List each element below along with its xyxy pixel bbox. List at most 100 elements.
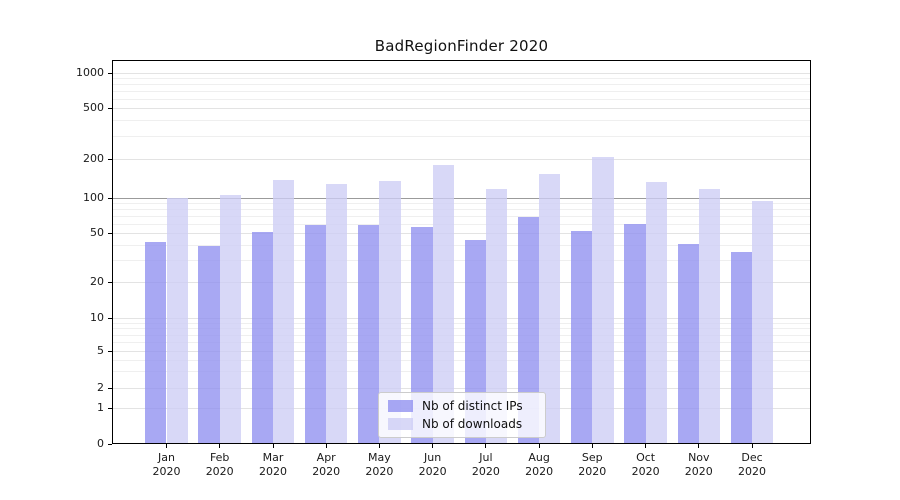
x-tick-oct [645, 444, 647, 448]
x-tick-jul [485, 444, 487, 448]
x-tick-label-month-oct: Oct [636, 451, 656, 464]
legend-label-downloads: Nb of downloads [422, 417, 523, 431]
x-tick-jun [432, 444, 434, 448]
chart-title: BadRegionFinder 2020 [374, 37, 549, 55]
gridline-minor-80 [113, 208, 810, 210]
gridline-major-20 [113, 282, 810, 283]
bar-downloads-feb [219, 194, 241, 443]
gridline-minor-8 [113, 328, 810, 330]
x-tick-label-year-aug: 2020 [525, 465, 554, 478]
gridline-minor-300 [113, 136, 810, 138]
gridline-major-200 [113, 159, 810, 160]
x-tick-label-year-nov: 2020 [684, 465, 713, 478]
bar-distinct-ips-aug [517, 216, 540, 443]
bar-downloads-jul [485, 188, 508, 443]
bar-downloads-aug [539, 173, 561, 443]
x-tick-aug [538, 444, 540, 448]
x-tick-label-month-jun: Jun [424, 451, 442, 464]
gridline-major-2 [113, 387, 810, 389]
x-tick-label-jul: Jul 2020 [458, 451, 514, 479]
x-tick-feb [219, 444, 221, 448]
bar-downloads-may [379, 180, 401, 443]
gridline-minor-30 [113, 260, 810, 262]
y-tick-10 [108, 317, 112, 319]
y-tick-200 [108, 159, 112, 160]
bar-downloads-sep [592, 157, 614, 443]
y-tick-2 [108, 387, 112, 389]
gridline-minor-60 [113, 223, 810, 225]
y-tick-50 [108, 233, 112, 234]
y-tick-label-10: 10 [90, 310, 104, 324]
y-tick-label-1: 1 [97, 401, 104, 414]
gridline-minor-3 [113, 371, 810, 373]
x-tick-label-may: May 2020 [351, 451, 407, 479]
x-tick-label-apr: Apr 2020 [298, 451, 354, 479]
bar-distinct-ips-dec [730, 252, 752, 443]
gridline-minor-6 [113, 342, 810, 344]
legend: Nb of distinct IPs Nb of downloads [378, 392, 546, 438]
bar-distinct-ips-oct [624, 223, 646, 443]
x-tick-label-year-dec: 2020 [738, 465, 766, 478]
x-tick-label-month-aug: Aug [528, 451, 550, 464]
x-tick-label-mar: Mar 2020 [245, 451, 301, 479]
bar-downloads-dec [752, 200, 774, 443]
bar-distinct-ips-sep [571, 231, 593, 443]
legend-label-distinct-ips: Nb of distinct IPs [422, 399, 523, 413]
x-tick-label-oct: Oct 2020 [618, 451, 674, 479]
x-tick-label-year-feb: 2020 [205, 465, 234, 478]
gridline-minor-70 [113, 215, 810, 217]
x-tick-jan [166, 444, 167, 448]
gridline-minor-40 [113, 244, 810, 246]
x-tick-may [378, 444, 380, 448]
gridline-minor-900 [113, 78, 810, 79]
plot-area: Nb of distinct IPs Nb of downloads [112, 60, 811, 444]
bar-downloads-jun [432, 164, 454, 443]
legend-item-distinct-ips: Nb of distinct IPs [388, 399, 536, 413]
bar-distinct-ips-apr [304, 224, 327, 443]
bar-distinct-ips-jan [145, 242, 167, 443]
x-tick-label-feb: Feb 2020 [192, 451, 248, 479]
gridline-major-10 [113, 317, 810, 319]
y-tick-label-1000: 1000 [76, 65, 104, 79]
x-tick-dec [751, 444, 753, 448]
x-tick-label-year-mar: 2020 [259, 465, 287, 478]
gridline-minor-7 [113, 334, 810, 336]
x-tick-nov [698, 444, 700, 448]
gridline-minor-90 [113, 202, 810, 204]
bar-distinct-ips-nov [677, 243, 699, 443]
bar-downloads-oct [645, 181, 667, 443]
x-tick-label-year-may: 2020 [365, 465, 394, 478]
x-tick-label-nov: Nov 2020 [671, 451, 727, 479]
legend-swatch-distinct-ips-icon [388, 400, 413, 412]
gridline-minor-600 [113, 98, 810, 100]
y-tick-label-200: 200 [83, 152, 104, 165]
x-tick-label-month-mar: Mar [262, 451, 284, 464]
y-tick-0 [108, 443, 112, 445]
y-tick-20 [108, 282, 112, 283]
y-tick-label-50: 50 [90, 226, 104, 239]
gridline-minor-4 [113, 359, 810, 361]
x-tick-label-jan: Jan 2020 [139, 451, 195, 479]
legend-swatch-downloads-icon [388, 418, 413, 430]
y-tick-label-0: 0 [97, 436, 104, 450]
y-tick-label-5: 5 [97, 344, 104, 357]
y-tick-1000 [108, 72, 112, 74]
x-tick-label-month-feb: Feb [209, 451, 230, 464]
reference-line-100 [113, 197, 810, 199]
gridline-minor-9 [113, 322, 810, 324]
bar-downloads-mar [273, 180, 295, 443]
gridline-minor-800 [113, 84, 810, 85]
y-tick-label-2: 2 [97, 380, 104, 394]
x-tick-label-month-may: May [368, 451, 391, 464]
gridline-major-50 [113, 233, 810, 234]
bar-downloads-jan [166, 197, 188, 443]
x-tick-mar [272, 444, 274, 448]
x-tick-label-month-nov: Nov [688, 451, 710, 464]
bar-distinct-ips-feb [198, 246, 220, 443]
x-tick-label-year-oct: 2020 [631, 465, 660, 478]
x-tick-label-aug: Aug 2020 [511, 451, 567, 479]
x-tick-label-month-apr: Apr [316, 451, 336, 464]
x-tick-sep [591, 444, 593, 448]
x-tick-label-year-jul: 2020 [471, 465, 500, 478]
